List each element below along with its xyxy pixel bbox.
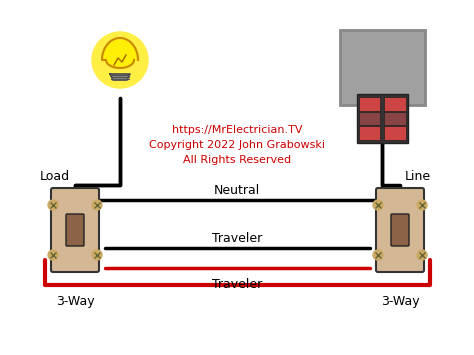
Circle shape [417, 250, 427, 260]
FancyBboxPatch shape [384, 97, 406, 111]
Circle shape [48, 200, 58, 210]
Polygon shape [110, 74, 130, 80]
FancyBboxPatch shape [384, 126, 406, 140]
Text: Traveler: Traveler [212, 278, 262, 290]
FancyBboxPatch shape [66, 214, 84, 246]
Polygon shape [102, 38, 138, 68]
Text: https://MrElectrician.TV
Copyright 2022 John Grabowski
All Rights Reserved: https://MrElectrician.TV Copyright 2022 … [149, 125, 325, 165]
Circle shape [92, 200, 102, 210]
Circle shape [373, 250, 383, 260]
Circle shape [48, 250, 58, 260]
FancyBboxPatch shape [357, 94, 408, 142]
Circle shape [92, 32, 148, 88]
Text: 3-Way: 3-Way [55, 295, 94, 308]
FancyBboxPatch shape [359, 126, 381, 140]
Text: Line: Line [405, 170, 431, 184]
FancyBboxPatch shape [340, 30, 425, 105]
Text: 3-Way: 3-Way [381, 295, 419, 308]
FancyBboxPatch shape [384, 112, 406, 125]
Circle shape [92, 250, 102, 260]
FancyBboxPatch shape [391, 214, 409, 246]
Circle shape [417, 200, 427, 210]
Circle shape [373, 200, 383, 210]
Text: Neutral: Neutral [214, 184, 260, 197]
FancyBboxPatch shape [359, 112, 381, 125]
FancyBboxPatch shape [51, 188, 99, 272]
FancyBboxPatch shape [359, 97, 381, 111]
FancyBboxPatch shape [376, 188, 424, 272]
Text: Load: Load [40, 170, 70, 184]
Text: Traveler: Traveler [212, 231, 262, 245]
